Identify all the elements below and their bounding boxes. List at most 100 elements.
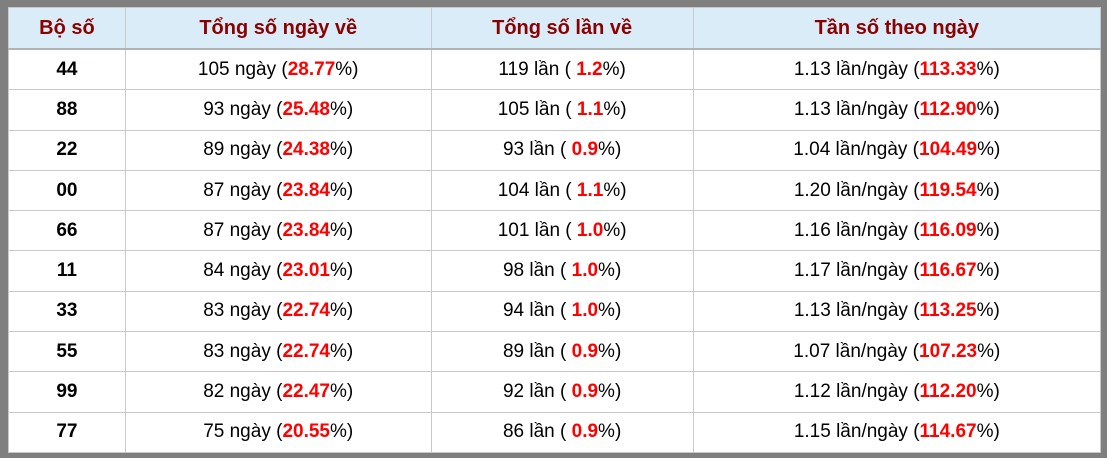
days-percent-value: 22.47 — [282, 381, 330, 403]
days-text-suffix: %) — [329, 98, 354, 120]
column-header-number-set: Bộ số — [8, 7, 126, 50]
frequency-text: 1.13 lần/ngày ( — [793, 58, 920, 80]
total-times-cell: 93 lần ( 0.9%) — [430, 129, 694, 171]
number-set-cell: 55 — [8, 331, 126, 373]
frequency-text: 1.07 lần/ngày ( — [793, 340, 919, 362]
days-percent-value: 28.77 — [287, 58, 336, 80]
table-row: 11 84 ngày (23.01%) 98 lần ( 1.0%) 1.17 … — [8, 250, 1102, 292]
total-days-cell: 83 ngày (22.74%) — [124, 331, 432, 373]
number-set-cell: 66 — [8, 210, 126, 252]
days-text: 87 ngày ( — [203, 179, 283, 201]
times-text-suffix: %) — [598, 260, 622, 282]
number-set-cell: 22 — [8, 129, 126, 171]
total-times-cell: 105 lần ( 1.1%) — [430, 89, 694, 131]
table-row: 88 93 ngày (25.48%) 105 lần ( 1.1%) 1.13… — [8, 89, 1102, 131]
total-times-cell: 89 lần ( 0.9%) — [430, 331, 694, 373]
number-set-cell: 88 — [8, 89, 126, 131]
frequency-text: 1.20 lần/ngày ( — [793, 179, 920, 201]
number-set-value: 44 — [56, 58, 78, 80]
times-text-suffix: %) — [603, 219, 627, 241]
frequency-text-suffix: %) — [976, 219, 1000, 241]
frequency-text-suffix: %) — [977, 340, 1001, 362]
daily-frequency-cell: 1.04 lần/ngày (104.49%) — [692, 129, 1102, 171]
times-percent-value: 0.9 — [571, 421, 599, 443]
total-times-cell: 104 lần ( 1.1%) — [430, 169, 694, 212]
times-text: 94 lần ( — [502, 300, 572, 322]
total-days-cell: 89 ngày (24.38%) — [124, 129, 432, 171]
days-percent-value: 23.84 — [282, 219, 330, 241]
times-text: 104 lần ( — [497, 179, 577, 201]
times-text-suffix: %) — [598, 421, 622, 443]
total-times-cell: 92 lần ( 0.9%) — [430, 371, 694, 413]
frequency-text: 1.17 lần/ngày ( — [793, 260, 920, 282]
days-text: 83 ngày ( — [203, 300, 283, 322]
frequency-percent-value: 104.49 — [919, 139, 978, 161]
frequency-percent-value: 113.33 — [919, 58, 977, 80]
number-set-value: 55 — [56, 340, 78, 362]
frequency-percent-value: 119.54 — [919, 179, 977, 201]
number-set-cell: 00 — [8, 169, 126, 212]
days-text-suffix: %) — [329, 421, 354, 443]
daily-frequency-cell: 1.07 lần/ngày (107.23%) — [692, 331, 1102, 373]
daily-frequency-cell: 1.13 lần/ngày (113.25%) — [692, 290, 1102, 333]
frequency-text-suffix: %) — [977, 139, 1001, 161]
times-percent-value: 0.9 — [571, 139, 599, 161]
total-times-cell: 98 lần ( 1.0%) — [430, 250, 694, 292]
daily-frequency-cell: 1.12 lần/ngày (112.20%) — [692, 371, 1102, 413]
times-text: 98 lần ( — [502, 260, 572, 282]
times-text-suffix: %) — [598, 139, 622, 161]
total-days-cell: 93 ngày (25.48%) — [124, 89, 432, 131]
table-row: 55 83 ngày (22.74%) 89 lần ( 0.9%) 1.07 … — [8, 331, 1102, 373]
number-set-value: 00 — [56, 179, 78, 201]
table-row: 22 89 ngày (24.38%) 93 lần ( 0.9%) 1.04 … — [8, 129, 1102, 171]
days-text: 75 ngày ( — [203, 421, 283, 443]
table-row: 99 82 ngày (22.47%) 92 lần ( 0.9%) 1.12 … — [8, 371, 1102, 413]
number-set-cell: 44 — [8, 48, 126, 91]
frequency-text-suffix: %) — [976, 300, 1000, 322]
days-text: 105 ngày ( — [197, 58, 288, 80]
number-set-value: 99 — [56, 381, 78, 403]
days-percent-value: 25.48 — [282, 98, 330, 120]
number-set-cell: 11 — [8, 250, 126, 292]
number-set-value: 66 — [56, 219, 78, 241]
days-percent-value: 22.74 — [282, 340, 330, 362]
total-days-cell: 84 ngày (23.01%) — [124, 250, 432, 292]
frequency-text: 1.12 lần/ngày ( — [793, 381, 920, 403]
times-percent-value: 1.1 — [576, 98, 604, 120]
frequency-percent-value: 107.23 — [919, 340, 978, 362]
days-text-suffix: %) — [329, 381, 354, 403]
number-set-cell: 77 — [8, 411, 126, 454]
times-text: 92 lần ( — [502, 381, 572, 403]
total-days-cell: 105 ngày (28.77%) — [124, 48, 432, 91]
frequency-percent-value: 114.67 — [919, 421, 977, 443]
frequency-text: 1.16 lần/ngày ( — [793, 219, 920, 241]
frequency-text: 1.13 lần/ngày ( — [793, 300, 920, 322]
number-set-cell: 33 — [8, 290, 126, 333]
frequency-text-suffix: %) — [976, 421, 1000, 443]
days-text-suffix: %) — [329, 340, 354, 362]
total-days-cell: 83 ngày (22.74%) — [124, 290, 432, 333]
daily-frequency-cell: 1.20 lần/ngày (119.54%) — [692, 169, 1102, 212]
number-set-value: 11 — [56, 260, 77, 282]
times-text-suffix: %) — [598, 300, 622, 322]
days-text-suffix: %) — [329, 219, 354, 241]
daily-frequency-cell: 1.16 lần/ngày (116.09%) — [692, 210, 1102, 252]
frequency-text: 1.15 lần/ngày ( — [793, 421, 920, 443]
table-body: 44 105 ngày (28.77%) 119 lần ( 1.2%) 1.1… — [8, 48, 1102, 454]
frequency-text-suffix: %) — [976, 98, 1000, 120]
times-percent-value: 1.0 — [576, 219, 604, 241]
daily-frequency-cell: 1.13 lần/ngày (112.90%) — [692, 89, 1102, 131]
lottery-stats-table: Bộ số Tổng số ngày về Tổng số lần về Tần… — [8, 7, 1102, 454]
frequency-text: 1.04 lần/ngày ( — [793, 139, 919, 161]
days-text: 82 ngày ( — [203, 381, 283, 403]
total-times-cell: 86 lần ( 0.9%) — [430, 411, 694, 454]
days-percent-value: 22.74 — [282, 300, 330, 322]
times-percent-value: 1.2 — [576, 58, 603, 80]
times-percent-value: 1.0 — [571, 300, 599, 322]
times-percent-value: 1.1 — [576, 179, 604, 201]
times-text: 101 lần ( — [497, 219, 577, 241]
times-percent-value: 1.0 — [571, 260, 599, 282]
column-header-daily-frequency: Tần số theo ngày — [692, 7, 1102, 50]
days-text: 93 ngày ( — [203, 98, 283, 120]
